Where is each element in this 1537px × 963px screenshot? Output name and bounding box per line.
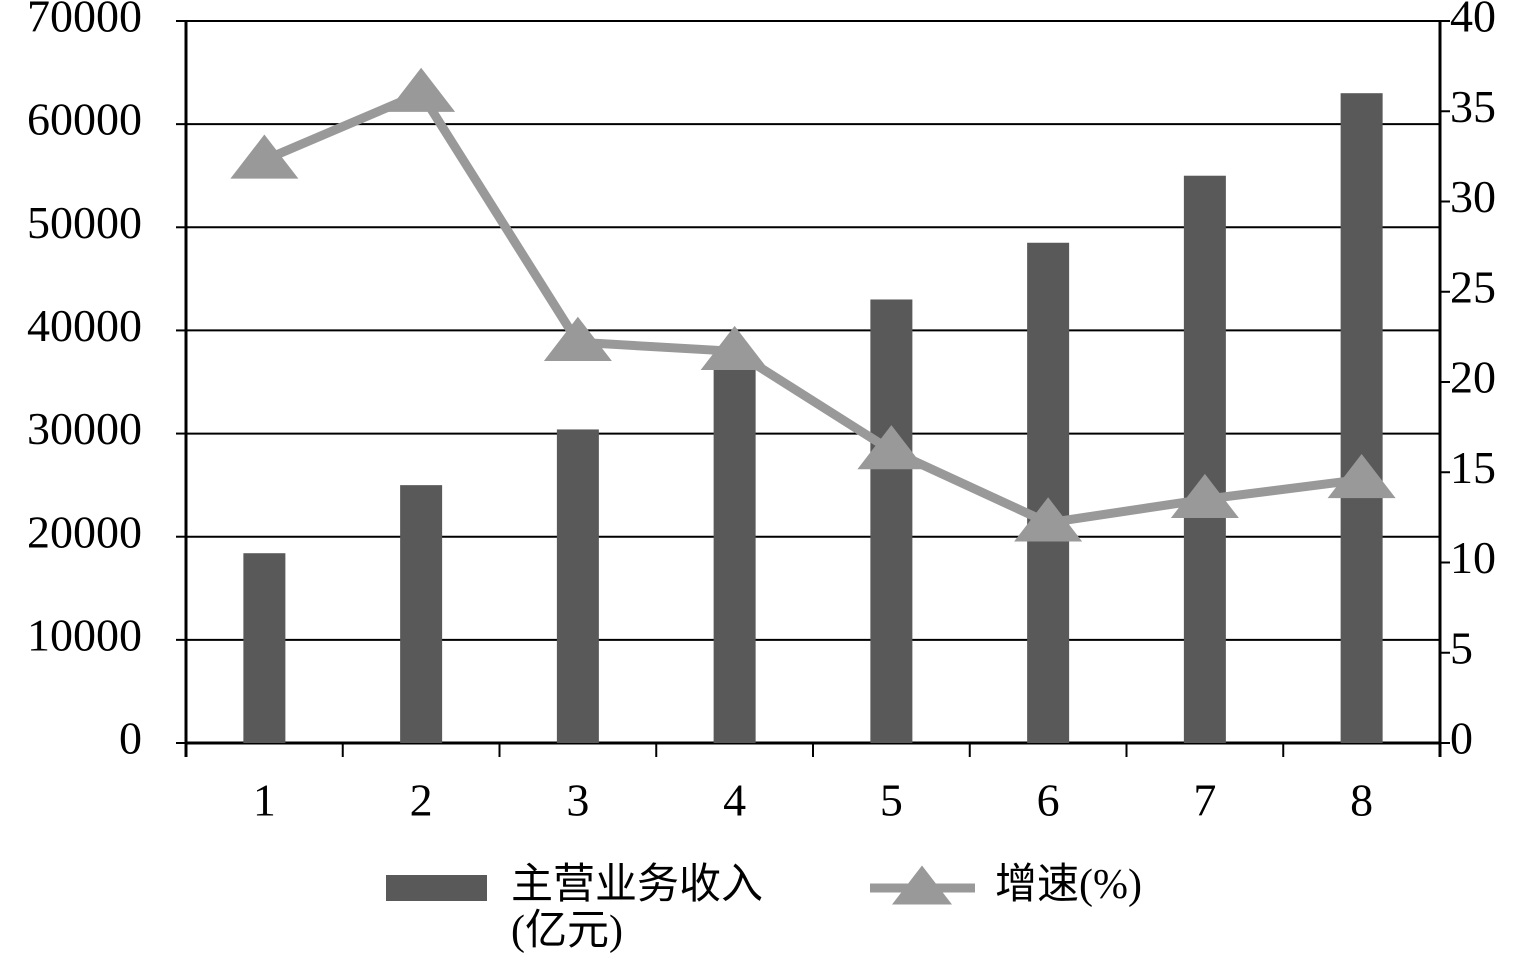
bar — [1340, 93, 1383, 743]
y2-tick-label: 40 — [1450, 0, 1496, 42]
line-marker — [700, 325, 769, 371]
y2-tick-label: 5 — [1450, 622, 1473, 673]
y2-tick-label: 15 — [1450, 442, 1496, 493]
y2-tick-label: 30 — [1450, 171, 1496, 222]
y2-tick-label: 25 — [1450, 261, 1496, 312]
x-tick-label: 4 — [723, 775, 746, 826]
x-tick-label: 7 — [1193, 775, 1216, 826]
bar — [1183, 175, 1226, 743]
bar — [713, 359, 756, 743]
x-tick-label: 2 — [410, 775, 433, 826]
line-marker — [1170, 473, 1239, 519]
y-tick-label: 30000 — [27, 403, 142, 454]
y-tick-label: 50000 — [27, 197, 142, 248]
line-marker — [1327, 453, 1396, 499]
y-tick-label: 60000 — [27, 94, 142, 145]
y2-tick-label: 10 — [1450, 532, 1496, 583]
line-marker — [230, 134, 299, 179]
y-tick-label: 20000 — [27, 506, 142, 557]
y-tick-label: 70000 — [27, 0, 142, 42]
y2-tick-label: 0 — [1450, 713, 1473, 764]
legend-swatch — [386, 875, 487, 901]
x-tick-label: 3 — [566, 775, 589, 826]
bar — [243, 553, 286, 743]
y2-tick-label: 35 — [1450, 81, 1496, 132]
x-tick-label: 5 — [880, 775, 903, 826]
x-tick-label: 6 — [1037, 775, 1060, 826]
line-marker — [1014, 497, 1083, 542]
y2-tick-label: 20 — [1450, 352, 1496, 403]
line-marker — [857, 425, 926, 470]
bar — [400, 485, 443, 743]
y-tick-label: 40000 — [27, 300, 142, 351]
x-tick-label: 8 — [1350, 775, 1373, 826]
y-tick-label: 10000 — [27, 609, 142, 660]
legend-label: 主营业务收入(亿元) — [511, 862, 764, 954]
line — [262, 88, 1363, 528]
legend-swatch — [892, 865, 952, 905]
bar — [870, 299, 913, 743]
x-tick-label: 1 — [253, 775, 276, 826]
line-marker — [543, 316, 612, 361]
legend-label: 增速(%) — [995, 862, 1142, 908]
y-tick-label: 0 — [119, 713, 142, 764]
line-marker — [387, 67, 456, 112]
bar — [556, 429, 599, 743]
bar — [1027, 242, 1070, 743]
